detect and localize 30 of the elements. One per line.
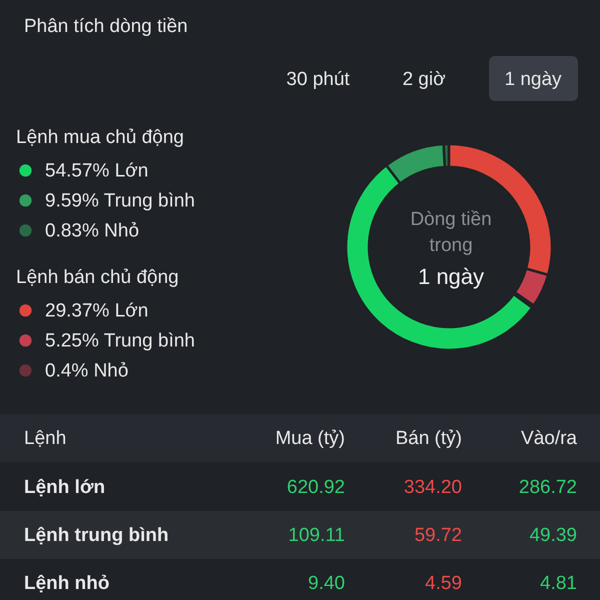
text: 59.72: [414, 525, 462, 546]
text: 30 phút: [286, 69, 350, 90]
text: Lệnh lớn: [24, 477, 106, 498]
chart-title: Phân tích dòng tiền: [24, 16, 188, 37]
legend-label: 0.4% Nhỏ: [45, 360, 128, 382]
text: Mua (tỷ): [275, 428, 345, 449]
text: Lệnh nhỏ: [24, 573, 110, 594]
text: Lệnh: [24, 428, 66, 449]
text: 1 ngày: [504, 69, 562, 90]
text: Vào/ra: [521, 428, 578, 449]
text: 9.40: [308, 573, 345, 594]
legend-label: 54.57% Lớn: [45, 160, 148, 182]
text: 286.72: [518, 477, 577, 498]
text: 4.59: [425, 573, 462, 594]
legend-label: 5.25% Trung bình: [45, 330, 195, 352]
text: 109.11: [288, 525, 345, 546]
legend-label: 29.37% Lớn: [45, 300, 148, 322]
text: Lệnh mua chủ động: [16, 127, 184, 148]
text: 620.92: [286, 477, 345, 498]
text: 49.39: [529, 525, 577, 546]
text: 4.81: [540, 573, 577, 594]
text: Dòng tiền trong: [410, 209, 492, 256]
text: 2 giờ: [402, 69, 446, 90]
text: Bán (tỷ): [395, 428, 462, 449]
text: 1 ngày: [418, 264, 484, 289]
legend-label: 0.83% Nhỏ: [45, 220, 140, 242]
text: 334.20: [404, 477, 462, 498]
text: Lệnh bán chủ động: [16, 267, 179, 288]
text: Lệnh trung bình: [24, 525, 169, 546]
legend-label: 9.59% Trung bình: [45, 190, 195, 212]
